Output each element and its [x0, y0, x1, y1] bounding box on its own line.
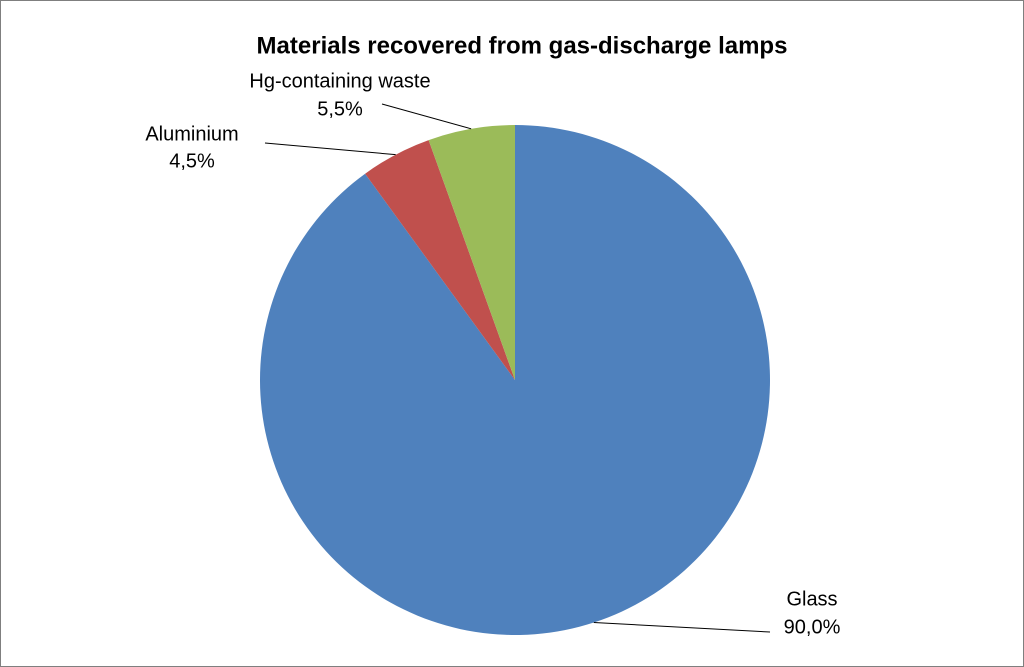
pie-slice [365, 140, 515, 380]
leader-line [593, 622, 771, 633]
slice-label: Aluminium [145, 123, 238, 145]
slice-value-label: 4,5% [169, 150, 215, 172]
slice-value-label: 5,5% [317, 98, 363, 120]
slice-value-label: 90,0% [784, 616, 841, 638]
slice-label: Glass [786, 588, 837, 610]
chart-title: Materials recovered from gas-discharge l… [257, 32, 788, 59]
leader-line [264, 142, 396, 156]
pie-slice [428, 125, 515, 380]
leader-line [381, 103, 472, 130]
slice-label: Hg-containing waste [249, 70, 430, 92]
